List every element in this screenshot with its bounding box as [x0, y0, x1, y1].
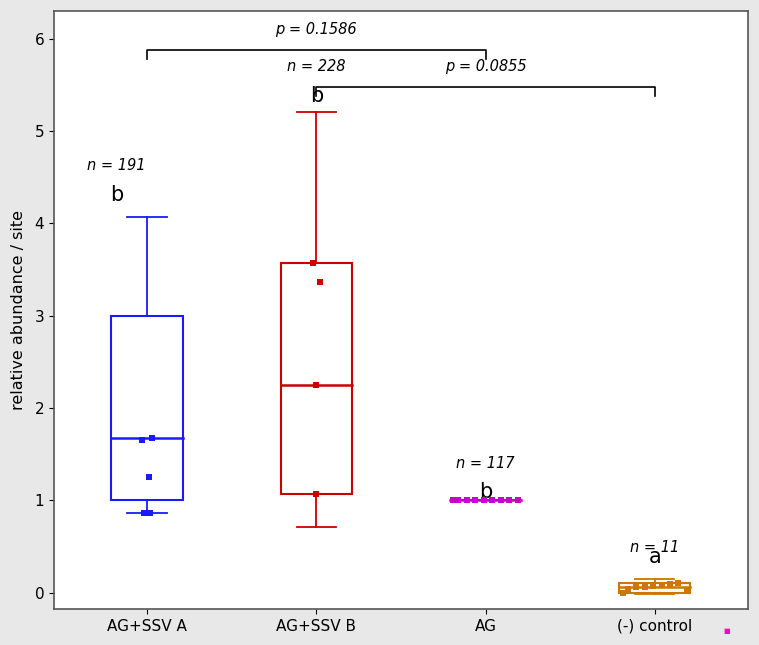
Text: p = 0.0855: p = 0.0855 [445, 59, 526, 74]
Text: n = 228: n = 228 [287, 59, 345, 74]
Point [495, 495, 507, 506]
Point [503, 495, 515, 506]
Point [664, 579, 676, 590]
Point [681, 586, 693, 596]
Point [310, 489, 323, 499]
Bar [112, 315, 183, 501]
Point [656, 580, 668, 590]
Point [310, 380, 323, 390]
Point [307, 258, 319, 268]
Text: a: a [648, 547, 661, 567]
Point [137, 508, 150, 519]
Bar [619, 583, 691, 593]
Point [622, 584, 634, 594]
Text: b: b [479, 482, 492, 502]
Point [452, 495, 465, 506]
Point [143, 472, 155, 482]
Point [469, 495, 481, 506]
Text: n = 11: n = 11 [630, 540, 679, 555]
Text: ■: ■ [724, 628, 730, 634]
Point [447, 495, 459, 506]
Y-axis label: relative abundance / site: relative abundance / site [11, 210, 26, 410]
Point [144, 508, 156, 519]
Point [477, 495, 490, 506]
Point [512, 495, 524, 506]
Point [672, 578, 685, 588]
Point [638, 582, 650, 592]
Point [461, 495, 473, 506]
Text: n = 117: n = 117 [456, 456, 515, 471]
Point [313, 277, 326, 288]
Point [616, 588, 628, 598]
Text: b: b [110, 185, 123, 205]
Text: n = 191: n = 191 [87, 157, 146, 173]
Point [647, 581, 659, 591]
Point [136, 435, 148, 446]
Point [630, 582, 642, 593]
Bar [281, 263, 352, 494]
Text: p = 0.1586: p = 0.1586 [276, 22, 357, 37]
Point [146, 433, 158, 444]
Point [487, 495, 499, 506]
Text: b: b [310, 86, 323, 106]
